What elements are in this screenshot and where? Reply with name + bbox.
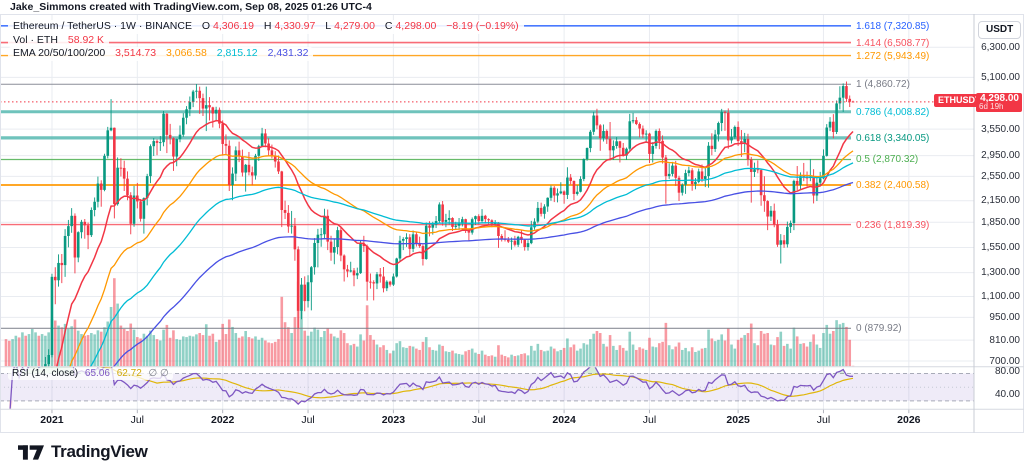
ema200-value: 2,431.32 [267, 47, 309, 59]
close-label: C [384, 20, 393, 32]
ema100-value: 2,815.12 [216, 47, 258, 59]
high-value: 4,330.97 [274, 20, 316, 32]
symbol-title[interactable]: Ethereum / TetherUS · 1W · BINANCE [13, 20, 192, 32]
tradingview-branding[interactable]: TradingView [18, 442, 148, 462]
ema-legend-row: EMA 20/50/100/200 3,514.73 3,066.58 2,81… [8, 47, 314, 61]
high-label: H [263, 20, 272, 32]
change-value: −8.19 (−0.19%) [446, 20, 519, 32]
symbol-legend-row: Ethereum / TetherUS · 1W · BINANCE O 4,30… [8, 20, 524, 34]
close-value: 4,298.00 [395, 20, 437, 32]
tradingview-logo-text: TradingView [51, 442, 148, 461]
symbol-price-tag: ETHUSDT [934, 94, 985, 107]
open-label: O [201, 20, 211, 32]
rsi-value: 65.06 [84, 368, 110, 379]
last-price-value: 4,298.00 [980, 93, 1019, 104]
low-label: L [325, 20, 332, 32]
currency-toggle-button[interactable]: USDT [978, 21, 1022, 39]
volume-value: 58.92 K [67, 33, 105, 46]
volume-legend-row: Vol · ETH 58.92 K [8, 33, 110, 47]
last-price-badge: 4,298.00 6d 19h [976, 93, 1022, 112]
ema50-value: 3,066.58 [165, 47, 207, 59]
attribution-text: Jake_Simmons created with TradingView.co… [10, 1, 372, 13]
ema20-value: 3,514.73 [115, 47, 157, 59]
tradingview-logo-icon [18, 444, 44, 460]
open-value: 4,306.19 [213, 20, 254, 32]
legend: Ethereum / TetherUS · 1W · BINANCE O 4,30… [8, 20, 524, 61]
rsi-label[interactable]: RSI (14, close) [12, 368, 79, 379]
ema-label[interactable]: EMA 20/50/100/200 [13, 47, 106, 59]
rsi-ma-value: 62.72 [116, 368, 142, 379]
rsi-hidden-plots: ∅ ∅ [148, 368, 169, 379]
low-value: 4,279.00 [334, 20, 375, 32]
rsi-legend-row: RSI (14, close) 65.06 62.72 ∅ ∅ [8, 368, 173, 380]
bar-countdown: 6d 19h [979, 102, 1004, 111]
volume-label[interactable]: Vol · ETH [13, 33, 58, 46]
